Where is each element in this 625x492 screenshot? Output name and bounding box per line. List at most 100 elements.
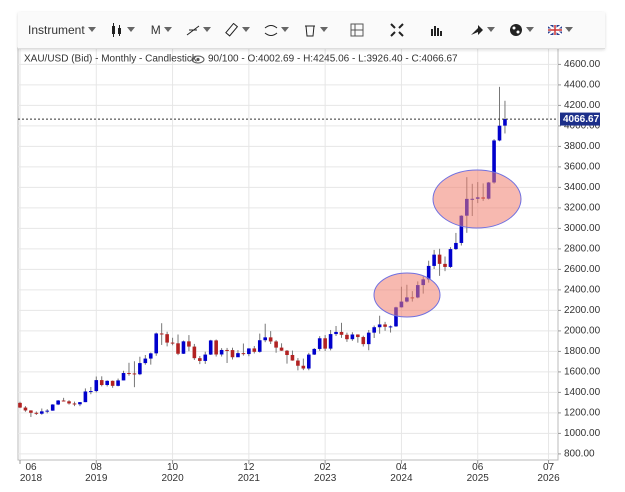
candle-body xyxy=(187,341,191,347)
y-tick-label: 3000.00 xyxy=(564,223,601,234)
instrument-menu[interactable]: Instrument xyxy=(28,23,96,37)
candle-body xyxy=(105,380,109,386)
y-tick-label: 3200.00 xyxy=(564,203,601,214)
candle-body xyxy=(361,337,366,345)
y-tick-label: 3600.00 xyxy=(564,162,601,173)
plot-frame xyxy=(17,47,559,461)
x-tick-label: 08 2019 xyxy=(85,462,108,484)
candle-body xyxy=(366,332,371,345)
candle-body xyxy=(203,354,208,361)
candle-body xyxy=(350,334,355,340)
y-tick-label: 2000.00 xyxy=(564,326,601,337)
candle-body xyxy=(252,348,257,352)
y-tick-label: 4000.00 xyxy=(564,121,601,132)
candle-body xyxy=(116,380,120,386)
x-tick-label: 12 2021 xyxy=(237,462,260,484)
y-tick-label: 4200.00 xyxy=(564,100,601,111)
candle-body xyxy=(312,348,317,355)
x-tick-label: 02 2023 xyxy=(314,462,337,484)
fullscreen-tool[interactable] xyxy=(389,23,404,37)
candle-body xyxy=(345,334,349,340)
toolbar: Instrument M xyxy=(18,12,605,49)
language-tool[interactable] xyxy=(547,25,573,35)
y-tick-label: 1000.00 xyxy=(564,428,601,439)
candle-body xyxy=(503,119,507,126)
candle-body xyxy=(459,215,464,243)
candle-body xyxy=(383,324,387,327)
candle-body xyxy=(34,412,39,414)
candle-body xyxy=(138,363,142,375)
x-tick-label: 06 2025 xyxy=(466,462,489,484)
draw-tool[interactable] xyxy=(224,23,250,37)
line-tool[interactable] xyxy=(186,23,211,37)
volume-tool[interactable] xyxy=(430,23,444,37)
candle-body xyxy=(39,411,44,414)
candle-body xyxy=(127,373,131,375)
y-tick-label: 2800.00 xyxy=(564,244,601,255)
candle-body xyxy=(78,402,82,405)
last-price-box xyxy=(560,112,600,126)
delete-tool[interactable] xyxy=(303,23,328,37)
candle-body xyxy=(372,327,376,333)
layout-tool[interactable] xyxy=(350,23,364,37)
chart-subtitle: 90/100 - O:4002.69 - H:4245.06 - L:3926.… xyxy=(208,54,458,65)
candle-body xyxy=(301,365,306,369)
candle-body xyxy=(29,410,33,413)
candle-body xyxy=(181,341,186,354)
x-tick-label: 10 2020 xyxy=(161,462,184,484)
candle-body xyxy=(148,353,153,359)
candle-body xyxy=(257,340,262,352)
candle-body xyxy=(132,373,137,375)
candle-body xyxy=(317,338,322,349)
candle-body xyxy=(306,354,311,369)
chart-type-menu[interactable] xyxy=(110,23,135,37)
candle-body xyxy=(143,358,148,364)
candle-body xyxy=(274,341,278,348)
y-tick-label: 2400.00 xyxy=(564,285,601,296)
candle-body xyxy=(61,400,66,402)
period-menu[interactable]: M xyxy=(151,23,172,37)
candle-body xyxy=(110,380,115,386)
candle-body xyxy=(448,249,453,267)
candle-body xyxy=(388,326,393,328)
indicator-tool[interactable] xyxy=(264,23,289,37)
candle-body xyxy=(176,343,180,354)
candle-body xyxy=(208,340,213,355)
candle-body xyxy=(165,334,169,343)
candle-body xyxy=(72,403,77,405)
candle-body xyxy=(121,373,126,381)
candle-body xyxy=(328,334,333,349)
instrument-label: Instrument xyxy=(28,23,85,37)
highlight-ellipse xyxy=(373,272,441,318)
candle-body xyxy=(94,380,99,392)
y-tick-label: 2200.00 xyxy=(564,305,601,316)
candle-body xyxy=(497,125,502,141)
candle-body xyxy=(339,331,344,335)
candle-body xyxy=(214,340,218,355)
y-tick-label: 1400.00 xyxy=(564,387,601,398)
candle-body xyxy=(154,333,159,354)
candle-body xyxy=(426,265,431,280)
y-tick-label: 4600.00 xyxy=(564,59,601,70)
candle-body xyxy=(219,349,224,355)
highlight-ellipse xyxy=(432,169,522,229)
y-tick-label: 1200.00 xyxy=(564,408,601,419)
candle-body xyxy=(23,407,28,411)
candle-body xyxy=(56,400,60,405)
candle-body xyxy=(159,333,164,335)
y-tick-label: 3800.00 xyxy=(564,141,601,152)
candle-body xyxy=(99,380,104,386)
candle-body xyxy=(45,410,50,412)
y-tick-label: 4400.00 xyxy=(564,80,601,91)
candle-body xyxy=(170,342,175,344)
last-price-label: 4066.67 xyxy=(563,114,600,125)
candle-body xyxy=(230,350,235,358)
candle-body xyxy=(290,354,295,361)
candle-body xyxy=(356,334,360,338)
y-tick-label: 1800.00 xyxy=(564,346,601,357)
candle-body xyxy=(225,349,229,351)
share-tool[interactable] xyxy=(470,23,495,37)
theme-tool[interactable] xyxy=(509,23,534,37)
